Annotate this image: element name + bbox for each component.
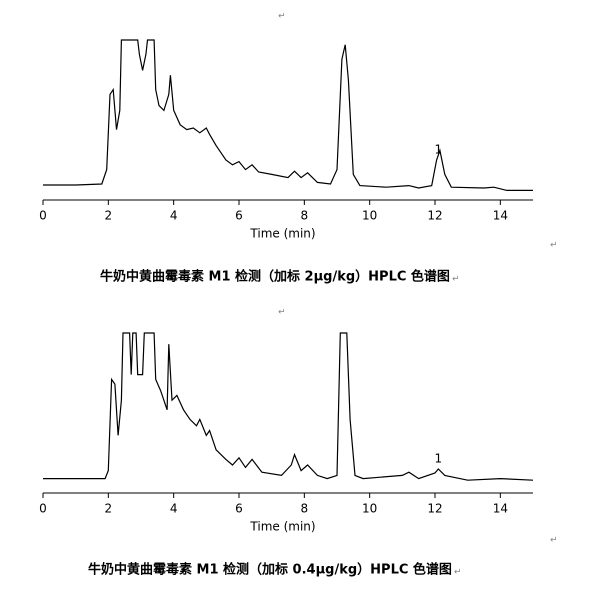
x-tick-label: 8 [301, 209, 309, 223]
x-tick-label: 12 [427, 209, 442, 223]
x-tick-label: 12 [427, 502, 442, 516]
x-tick-label: 10 [362, 209, 377, 223]
x-tick-label: 6 [235, 502, 243, 516]
return-mark: ↵ [278, 308, 286, 318]
return-mark: ↵ [452, 275, 460, 285]
peak-label: 1 [434, 143, 442, 157]
x-tick-label: 0 [39, 502, 47, 516]
chromatogram-line [43, 332, 534, 481]
x-tick-label: 14 [493, 209, 508, 223]
return-mark: ↵ [550, 241, 558, 251]
x-tick-label: 2 [105, 209, 113, 223]
caption: 牛奶中黄曲霉毒素 M1 检测（加标 0.4μg/kg）HPLC 色谱图 [88, 562, 452, 578]
caption: 牛奶中黄曲霉毒素 M1 检测（加标 2μg/kg）HPLC 色谱图 [100, 269, 450, 285]
x-axis-label: Time (min) [249, 227, 315, 241]
x-tick-label: 0 [39, 209, 47, 223]
return-mark: ↵ [278, 12, 286, 22]
return-mark: ↵ [550, 536, 558, 546]
x-tick-label: 6 [235, 209, 243, 223]
x-tick-label: 8 [301, 502, 309, 516]
return-mark: ↵ [454, 568, 462, 578]
peak-label: 1 [434, 452, 442, 466]
chromatogram-line [43, 39, 533, 191]
x-tick-label: 10 [362, 502, 377, 516]
x-tick-label: 14 [493, 502, 508, 516]
x-axis-label: Time (min) [249, 520, 315, 534]
x-tick-label: 4 [170, 502, 178, 516]
x-tick-label: 2 [105, 502, 113, 516]
x-tick-label: 4 [170, 209, 178, 223]
